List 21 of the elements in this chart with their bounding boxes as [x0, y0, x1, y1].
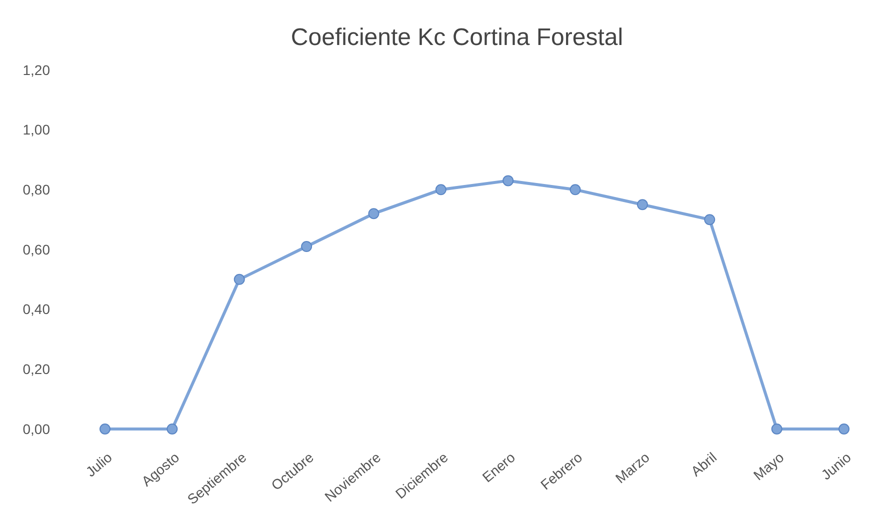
point — [301, 241, 312, 252]
x-tick-label: Julio — [82, 448, 116, 480]
chart-title: Coeficiente Kc Cortina Forestal — [290, 24, 624, 51]
point — [570, 184, 581, 196]
y-tick-label: 1,00 — [22, 122, 50, 138]
y-tick-label: 0,80 — [22, 182, 50, 198]
point — [234, 274, 245, 285]
point — [100, 424, 110, 434]
y-tick-label: 0,60 — [22, 241, 50, 258]
y-tick-label: 0,00 — [22, 420, 50, 437]
point — [166, 424, 178, 434]
point — [502, 175, 514, 186]
y-tick-label: 0,40 — [22, 301, 50, 318]
point — [771, 424, 782, 434]
point — [636, 199, 648, 210]
point — [368, 208, 380, 220]
point — [838, 424, 850, 434]
y-tick-label: 1,20 — [22, 62, 50, 78]
y-tick-label: 0,20 — [22, 361, 50, 378]
point — [435, 184, 446, 196]
point — [704, 214, 716, 226]
